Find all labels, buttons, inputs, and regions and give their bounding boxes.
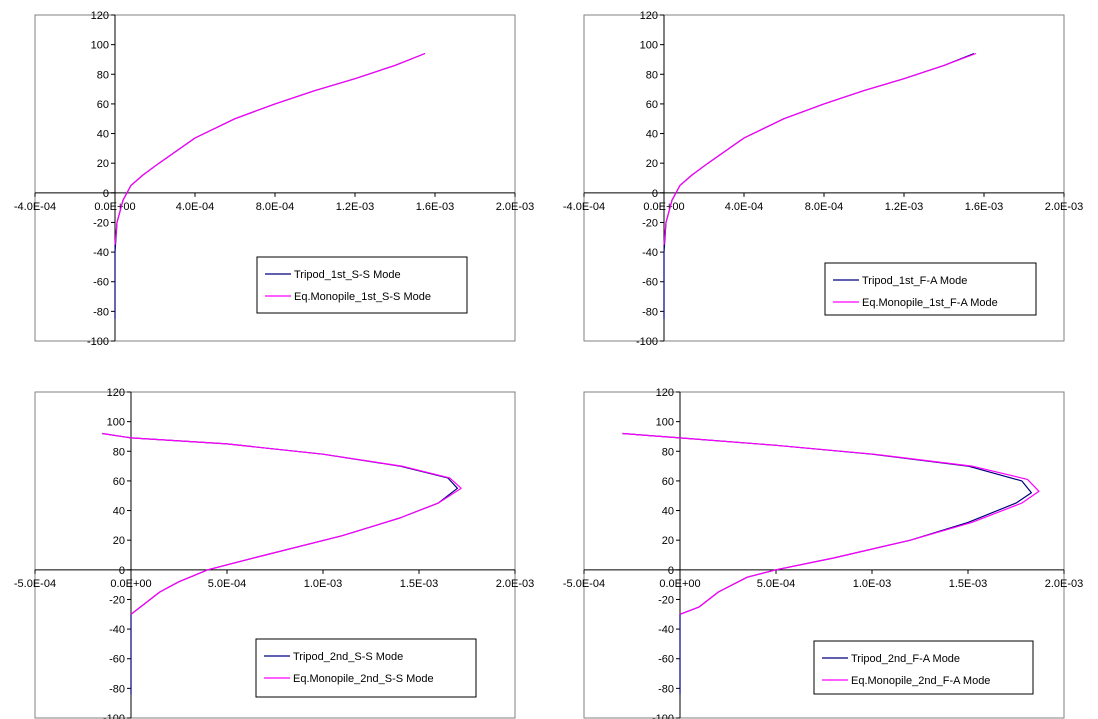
- chart-panel-top-right: 120 100 80 60 40 20 0 -20 -40 -60 -80 -100 -4.0E-04 0…: [549, 0, 1098, 360]
- x-tick-label: 2.0E-03: [1045, 578, 1084, 590]
- y-tick-label: 40: [97, 129, 109, 141]
- y-tick-label: 80: [97, 69, 109, 81]
- y-tick-label: -40: [658, 624, 674, 636]
- y-tick-label: 20: [97, 158, 109, 170]
- y-tick-label: -60: [658, 654, 674, 666]
- x-tick-label: 1.6E-03: [965, 201, 1004, 213]
- y-tick-label: -60: [642, 277, 658, 289]
- y-tick-label: 60: [662, 476, 674, 488]
- y-tick-label: 60: [97, 99, 109, 111]
- x-tick-label: -4.0E-04: [563, 201, 605, 213]
- y-tick-label: -40: [109, 624, 125, 636]
- legend-label-2: Eq.Monopile_2nd_S-S Mode: [293, 673, 434, 685]
- y-tick-label: -100: [87, 336, 109, 348]
- y-tick-label: -80: [658, 683, 674, 695]
- y-tick-label: -80: [93, 306, 109, 318]
- x-tick-label: 1.5E-03: [400, 578, 439, 590]
- x-tick-label: 2.0E-03: [1045, 201, 1084, 213]
- x-tick-label: 1.0E-03: [853, 578, 892, 590]
- x-tick-label: 0.0E+00: [94, 201, 135, 213]
- chart-panel-bottom-right: 120 100 80 60 40 20 0 -20 -40 -60 -80 -100 -5.0E-04 0…: [549, 360, 1098, 719]
- y-tick-label: -20: [642, 217, 658, 229]
- y-tick-label: 120: [656, 387, 674, 399]
- y-tick-label: 40: [646, 129, 658, 141]
- x-tick-label: -4.0E-04: [14, 201, 56, 213]
- chart-svg: 120 100 80 60 40 20 0 -20 -40 -60 -80 -100 -4.0E-04 0…: [14, 10, 535, 348]
- series-line-2: [663, 52, 977, 245]
- x-tick-label: 0.0E+00: [643, 201, 684, 213]
- y-tick-label: 0: [103, 188, 109, 200]
- y-tick-label: 120: [640, 10, 658, 22]
- y-tick-label: 80: [646, 69, 658, 81]
- y-tick-label: 100: [91, 40, 109, 52]
- y-tick-label: 0: [668, 565, 674, 577]
- y-tick-label: -40: [642, 247, 658, 259]
- y-tick-label: 120: [107, 387, 125, 399]
- legend-label-2: Eq.Monopile_2nd_F-A Mode: [851, 675, 990, 687]
- y-tick-label: 100: [656, 417, 674, 429]
- y-tick-label: -100: [103, 713, 125, 719]
- series-line-2: [622, 432, 1040, 615]
- y-tick-label: 0: [119, 565, 125, 577]
- legend: [256, 256, 468, 314]
- y-tick-label: -60: [93, 277, 109, 289]
- chart-svg: 120 100 80 60 40 20 0 -20 -40 -60 -80 -100 -4.0E-04 0…: [563, 10, 1084, 348]
- y-tick-label: 20: [113, 535, 125, 547]
- y-tick-label: 40: [662, 506, 674, 518]
- y-tick-label: 20: [646, 158, 658, 170]
- y-tick-label: 100: [640, 40, 658, 52]
- y-tick-label: -100: [652, 713, 674, 719]
- x-tick-label: 5.0E-04: [757, 578, 796, 590]
- x-tick-label: 2.0E-03: [496, 578, 535, 590]
- legend: [824, 262, 1037, 316]
- legend-label-1: Tripod_2nd_S-S Mode: [293, 651, 403, 663]
- chart-svg: 120 100 80 60 40 20 0 -20 -40 -60 -80 -100 -5.0E-04 0…: [14, 387, 535, 719]
- legend: [813, 640, 1034, 695]
- x-tick-label: -5.0E-04: [563, 578, 605, 590]
- x-tick-label: 1.5E-03: [949, 578, 988, 590]
- y-tick-label: 120: [91, 10, 109, 22]
- chart-svg: 120 100 80 60 40 20 0 -20 -40 -60 -80 -100 -5.0E-04 0…: [563, 387, 1084, 719]
- y-tick-label: 60: [113, 476, 125, 488]
- x-tick-label: 8.0E-04: [805, 201, 844, 213]
- x-tick-label: 2.0E-03: [496, 201, 535, 213]
- y-tick-label: 20: [662, 535, 674, 547]
- x-tick-label: 1.2E-03: [336, 201, 375, 213]
- y-tick-label: 80: [113, 446, 125, 458]
- y-tick-label: 40: [113, 506, 125, 518]
- y-tick-label: 0: [652, 188, 658, 200]
- x-tick-label: 4.0E-04: [176, 201, 215, 213]
- y-tick-label: -40: [93, 247, 109, 259]
- x-tick-label: -5.0E-04: [14, 578, 56, 590]
- x-tick-label: 0.0E+00: [110, 578, 151, 590]
- chart-panel-top-left: 120 100 80 60 40 20 0 -20 -40 -60 -80 -100 -4.0E-04 0…: [0, 0, 549, 360]
- y-tick-label: -20: [658, 594, 674, 606]
- y-tick-label: -20: [109, 594, 125, 606]
- x-tick-label: 1.0E-03: [304, 578, 343, 590]
- legend-label-1: Tripod_1st_F-A Mode: [862, 275, 967, 287]
- series-line-2: [114, 52, 426, 245]
- x-tick-label: 5.0E-04: [208, 578, 247, 590]
- legend-label-1: Tripod_1st_S-S Mode: [294, 269, 401, 281]
- y-tick-label: -80: [642, 306, 658, 318]
- series-line-2: [102, 432, 462, 615]
- x-tick-label: 1.6E-03: [416, 201, 455, 213]
- x-tick-label: 8.0E-04: [256, 201, 295, 213]
- chart-panel-bottom-left: 120 100 80 60 40 20 0 -20 -40 -60 -80 -100 -5.0E-04 0…: [0, 360, 549, 719]
- legend-label-2: Eq.Monopile_1st_S-S Mode: [294, 291, 431, 303]
- y-tick-label: 100: [107, 417, 125, 429]
- legend-label-2: Eq.Monopile_1st_F-A Mode: [862, 297, 998, 309]
- x-tick-label: 1.2E-03: [885, 201, 924, 213]
- y-tick-label: -60: [109, 654, 125, 666]
- y-tick-label: -80: [109, 683, 125, 695]
- y-tick-label: 60: [646, 99, 658, 111]
- y-tick-label: -100: [636, 336, 658, 348]
- y-tick-label: 80: [662, 446, 674, 458]
- x-tick-label: 4.0E-04: [725, 201, 764, 213]
- legend-label-1: Tripod_2nd_F-A Mode: [851, 653, 960, 665]
- y-tick-label: -20: [93, 217, 109, 229]
- legend: [255, 638, 477, 698]
- x-tick-label: 0.0E+00: [659, 578, 700, 590]
